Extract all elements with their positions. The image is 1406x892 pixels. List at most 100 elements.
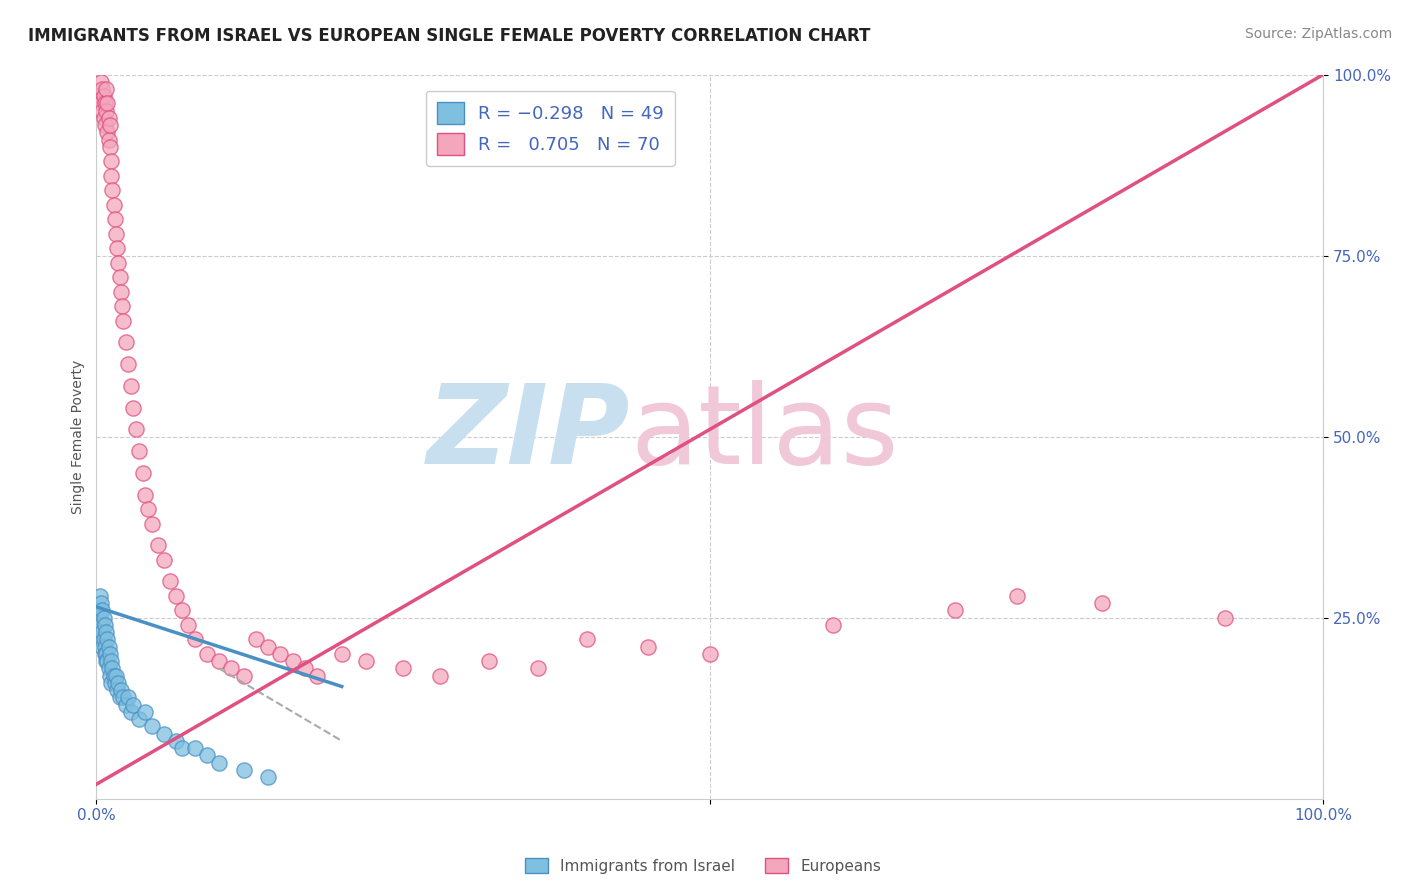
Point (100, 154, 122, 169)
Point (195, 647, 218, 661)
Point (307, 668, 329, 682)
Point (91, 103, 114, 118)
Point (208, 756, 231, 770)
Point (294, 661, 316, 675)
Point (97, 661, 120, 675)
Point (89, 589, 111, 603)
Point (1005, 589, 1028, 603)
Point (110, 683, 132, 698)
Point (114, 335, 136, 350)
Point (128, 712, 150, 726)
Point (89, 610, 111, 624)
Point (96, 96, 118, 111)
Point (637, 640, 659, 654)
Point (172, 603, 194, 617)
Point (269, 647, 291, 661)
Point (330, 647, 353, 661)
Text: atlas: atlas (630, 379, 898, 486)
Point (122, 698, 145, 712)
Point (98, 647, 121, 661)
Point (132, 466, 155, 480)
Legend: Immigrants from Israel, Europeans: Immigrants from Israel, Europeans (519, 852, 887, 880)
Point (93, 632, 115, 647)
Point (91, 640, 114, 654)
Point (94, 96, 117, 111)
Point (195, 748, 218, 763)
Point (104, 212, 127, 227)
Point (93, 610, 115, 624)
Point (96, 625, 118, 640)
Point (576, 632, 599, 647)
Point (281, 654, 304, 668)
Point (136, 502, 159, 516)
Point (97, 111, 120, 125)
Point (134, 487, 156, 501)
Point (97, 133, 120, 147)
Point (104, 668, 127, 682)
Point (943, 603, 966, 617)
Point (165, 734, 187, 748)
Point (232, 763, 254, 777)
Point (821, 618, 844, 632)
Point (699, 647, 721, 661)
Point (120, 705, 142, 719)
Point (108, 690, 131, 705)
Point (1091, 596, 1114, 610)
Point (257, 640, 280, 654)
Point (392, 661, 415, 675)
Point (429, 668, 451, 682)
Point (208, 654, 231, 668)
Point (103, 198, 125, 212)
Point (110, 285, 132, 299)
Point (98, 668, 121, 682)
Point (90, 618, 112, 632)
Point (96, 632, 118, 647)
Point (356, 654, 378, 668)
Point (107, 256, 129, 270)
Point (90, 96, 112, 111)
Point (90, 596, 112, 610)
Point (245, 632, 267, 647)
Point (153, 553, 176, 567)
Point (108, 270, 131, 285)
Point (183, 632, 205, 647)
Point (98, 140, 121, 154)
Point (1213, 610, 1236, 624)
Text: IMMIGRANTS FROM ISRAEL VS EUROPEAN SINGLE FEMALE POVERTY CORRELATION CHART: IMMIGRANTS FROM ISRAEL VS EUROPEAN SINGL… (28, 27, 870, 45)
Point (94, 640, 117, 654)
Point (93, 111, 115, 125)
Point (128, 444, 150, 458)
Point (105, 241, 128, 255)
Point (114, 698, 136, 712)
Text: Source: ZipAtlas.com: Source: ZipAtlas.com (1244, 27, 1392, 41)
Point (96, 82, 118, 96)
Point (103, 668, 125, 682)
Point (91, 82, 114, 96)
Point (91, 603, 114, 617)
Point (96, 647, 118, 661)
Point (146, 538, 169, 552)
Point (89, 89, 111, 103)
Point (105, 683, 128, 698)
Point (141, 719, 163, 733)
Point (177, 618, 200, 632)
Text: ZIP: ZIP (426, 379, 630, 486)
Point (101, 183, 124, 197)
Point (478, 654, 501, 668)
Point (165, 589, 187, 603)
Point (159, 574, 181, 589)
Point (527, 661, 550, 675)
Point (90, 632, 112, 647)
Y-axis label: Single Female Poverty: Single Female Poverty (72, 359, 86, 514)
Point (94, 118, 117, 132)
Point (93, 89, 115, 103)
Point (94, 647, 117, 661)
Point (96, 125, 118, 139)
Point (98, 118, 121, 132)
Point (91, 625, 114, 640)
Point (100, 169, 122, 183)
Point (141, 516, 163, 531)
Point (134, 705, 156, 719)
Point (94, 618, 117, 632)
Point (97, 640, 120, 654)
